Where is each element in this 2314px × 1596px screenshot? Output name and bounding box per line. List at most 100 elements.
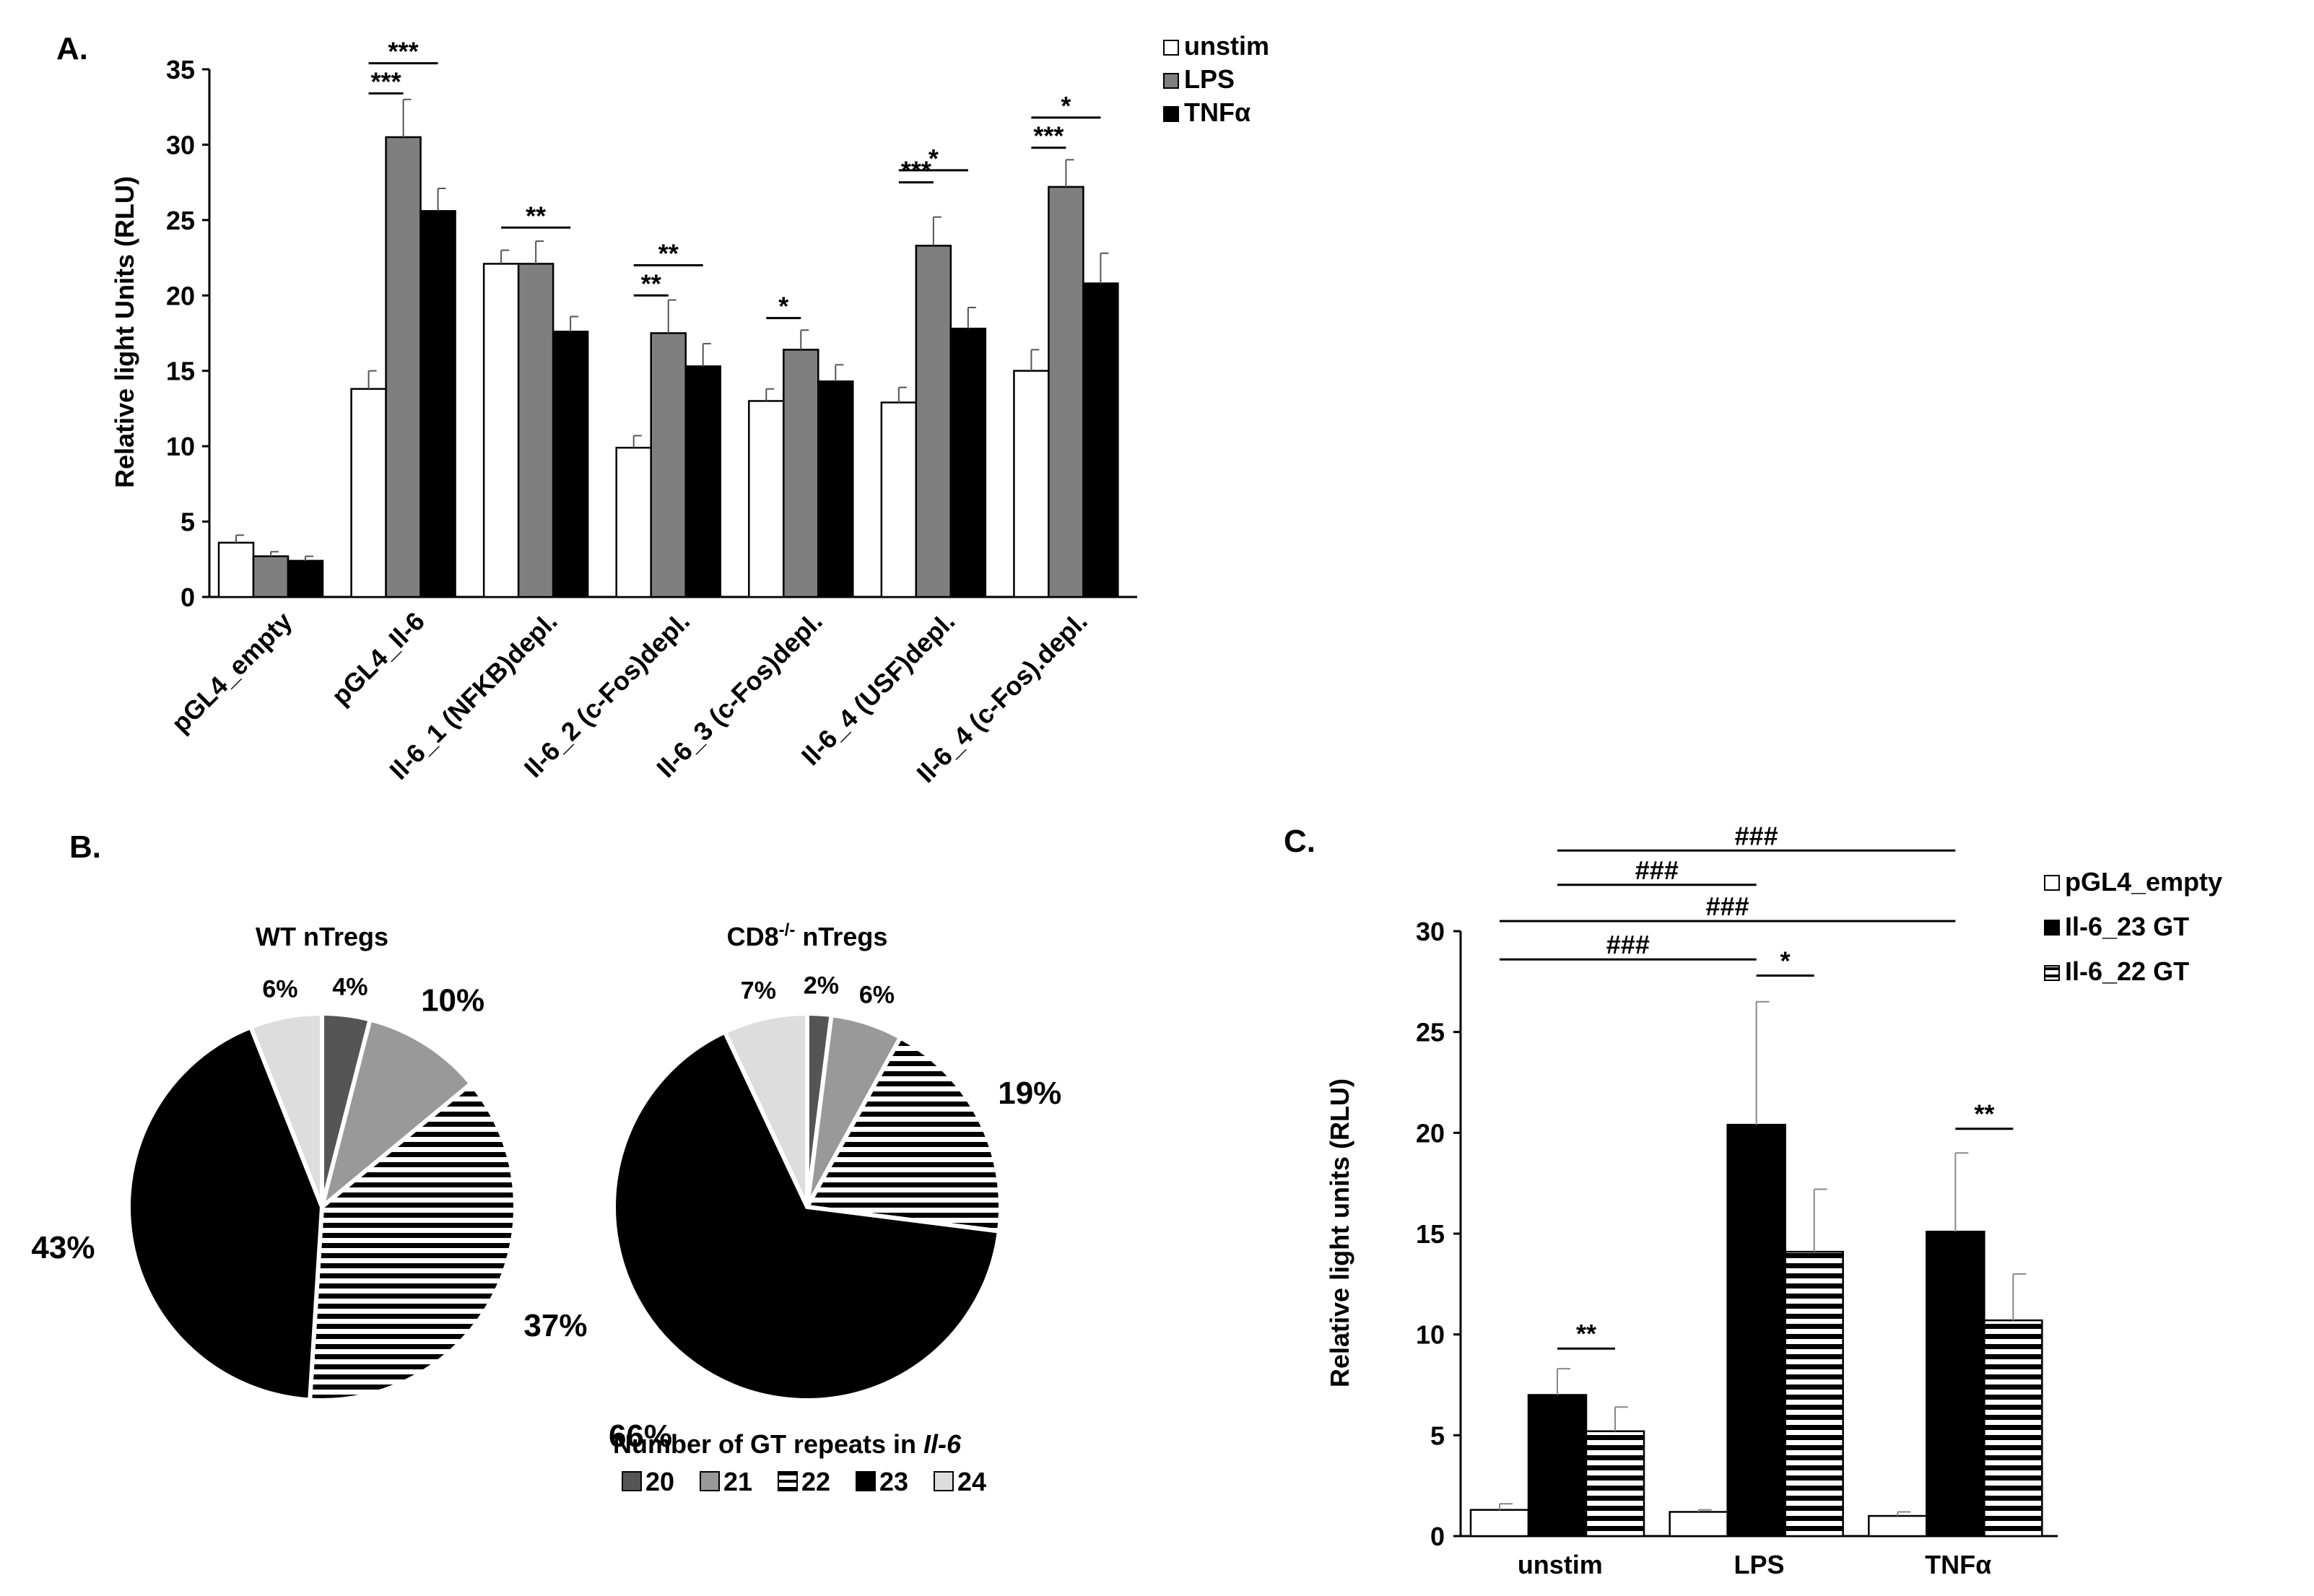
bar-il-6-22-gt-unstim bbox=[1585, 1430, 1645, 1538]
panel-c-significance-label-4: ### bbox=[1706, 891, 1749, 921]
panel-c-significance-label-0: ** bbox=[1576, 1319, 1596, 1348]
panel-c-significance-label-3: ### bbox=[1606, 930, 1650, 959]
pieWT-value-label-23: 43% bbox=[31, 1230, 95, 1265]
pieCD8-slice-23 bbox=[612, 1029, 1002, 1403]
pie-legend-label-23: 23 bbox=[879, 1467, 908, 1496]
legend-swatch-il6-22gt bbox=[2044, 965, 2060, 981]
pie-legend-label-20: 20 bbox=[645, 1467, 674, 1496]
pie-legend-swatch-23 bbox=[856, 1471, 876, 1491]
pieCD8-slice-24 bbox=[721, 1011, 809, 1208]
panel-a-ytick-label-25: 25 bbox=[166, 206, 195, 235]
legend-label-unstim: unstim bbox=[1184, 31, 1269, 61]
panel-c-significance-label-6: ### bbox=[1735, 821, 1778, 850]
panel-a-significance-label-0: *** bbox=[371, 66, 401, 96]
panel-a-legend: unstim LPS TNFα bbox=[1163, 31, 1269, 127]
bar-pgl4-empty-tnf bbox=[1868, 1514, 1928, 1538]
panel-label-c: C. bbox=[1284, 824, 1315, 859]
panel-a-ytick-label-10: 10 bbox=[166, 432, 195, 461]
pieWT-value-label-20: 4% bbox=[332, 973, 367, 1000]
bar-il-6-23-gt-tnf bbox=[1926, 1230, 1985, 1538]
legend-swatch-pgl4-empty bbox=[2044, 875, 2060, 891]
pieWT-value-label-24: 6% bbox=[262, 975, 297, 1003]
pieCD8-slice-22 bbox=[804, 1034, 1003, 1234]
legend-lps: LPS bbox=[1163, 64, 1235, 94]
panel-a-significance-label-8: *** bbox=[1033, 121, 1064, 151]
bar-tnf-pgl4-il-6 bbox=[419, 210, 456, 598]
bar-pgl4-empty-unstim bbox=[1469, 1509, 1530, 1538]
bar-unstim-il-6-4-usf-depl bbox=[880, 401, 918, 598]
bar-tnf-il-6-4-usf-depl bbox=[949, 327, 987, 598]
panel-a-significance-label-1: *** bbox=[388, 37, 419, 66]
legend-label-il6-23gt: Il-6_23 GT bbox=[2065, 912, 2189, 941]
bar-lps-pgl4-il-6 bbox=[385, 136, 422, 598]
pie-legend-label-21: 21 bbox=[723, 1467, 752, 1496]
bar-unstim-pgl4-il-6 bbox=[350, 388, 387, 598]
bar-lps-il-6-4-c-fos-depl bbox=[1048, 186, 1084, 598]
panel-c-ytick-label-20: 20 bbox=[1416, 1118, 1445, 1148]
pie-legend-swatch-20 bbox=[622, 1471, 642, 1491]
panel-c-ytick-label-25: 25 bbox=[1416, 1018, 1445, 1047]
panel-c-ytick-label-10: 10 bbox=[1416, 1320, 1445, 1350]
panel-a-ytick-label-0: 0 bbox=[180, 583, 195, 612]
pie-wt-ntregs: 4% 10% 37% 43% 6% bbox=[31, 973, 587, 1403]
legend-swatch-tnfa bbox=[1163, 106, 1179, 122]
pieWT-slice-21 bbox=[318, 1016, 474, 1213]
pieCD8-value-label-23: 66% bbox=[609, 1418, 672, 1454]
panel-c-significance-label-2: ** bbox=[1974, 1099, 1994, 1129]
bar-il-6-22-gt-lps bbox=[1784, 1250, 1844, 1538]
pie-cd8-title-rest: nTregs bbox=[795, 922, 887, 951]
pie-legend-label-24: 24 bbox=[957, 1467, 986, 1496]
panel-a-significance-label-5: * bbox=[778, 292, 788, 321]
pie-legend-swatch-21 bbox=[700, 1471, 720, 1491]
pieWT-value-label-22: 37% bbox=[523, 1308, 587, 1343]
pie-legend-title-gene: Il-6 bbox=[923, 1429, 962, 1459]
panel-a-ytick-label-35: 35 bbox=[166, 55, 195, 84]
pie-cd8-ntregs: 2% 6% 19% 66% 7% bbox=[609, 972, 1061, 1454]
bar-tnf-il-6-2-c-fos-depl bbox=[684, 365, 721, 598]
legend-label-il6-22gt: Il-6_22 GT bbox=[2065, 956, 2189, 986]
bar-pgl4-empty-lps bbox=[1669, 1511, 1728, 1538]
panel-c-xtick-label-lps: LPS bbox=[1734, 1550, 1784, 1579]
pie-legend-title: Number of GT repeats in Il-6 bbox=[613, 1429, 962, 1459]
panel-c-significance-label-5: ### bbox=[1635, 855, 1679, 885]
pieWT-slice-23 bbox=[126, 1024, 325, 1403]
panel-b-pie-charts: WT nTregs CD8-/- nTregs 4% 10% 37% 43% 6% 2%… bbox=[31, 920, 1061, 1496]
panel-a-xtick-label-pgl4-il-6: pGL4_Il-6 bbox=[326, 606, 430, 711]
bar-unstim-il-6-2-c-fos-depl bbox=[615, 446, 652, 598]
pie-legend-title-prefix: Number of GT repeats in bbox=[613, 1429, 923, 1459]
panel-a-xtick-label-pgl4-empty: pGL4_empty bbox=[165, 606, 297, 738]
bar-lps-pgl4-empty bbox=[252, 555, 290, 598]
panel-a-ytick-label-15: 15 bbox=[166, 357, 195, 386]
panel-a-significance-label-7: * bbox=[928, 144, 939, 173]
panel-c-significance-label-1: * bbox=[1780, 946, 1791, 975]
panel-c-xtick-label-tnf: TNFα bbox=[1925, 1550, 1991, 1579]
panel-a-ytick-label-20: 20 bbox=[166, 281, 195, 310]
panel-c-ytick-label-15: 15 bbox=[1416, 1219, 1445, 1249]
bar-lps-il-6-2-c-fos-depl bbox=[650, 332, 687, 598]
bar-tnf-il-6-4-c-fos-depl bbox=[1082, 282, 1119, 598]
bar-unstim-il-6-4-c-fos-depl bbox=[1013, 370, 1050, 598]
panel-a-significance-label-3: ** bbox=[641, 269, 661, 298]
legend-swatch-il6-23gt bbox=[2044, 920, 2060, 936]
panel-a-significance-label-4: ** bbox=[658, 239, 679, 269]
bar-unstim-pgl4-empty bbox=[217, 541, 255, 598]
legend-label-tnfa: TNFα bbox=[1184, 97, 1250, 127]
bar-tnf-pgl4-empty bbox=[287, 559, 324, 598]
panel-a-significance-label-9: * bbox=[1061, 91, 1071, 121]
pie-legend-swatch-24 bbox=[934, 1471, 954, 1491]
legend-swatch-lps bbox=[1163, 73, 1179, 89]
bar-tnf-il-6-3-c-fos-depl bbox=[817, 380, 854, 598]
panel-c-legend: pGL4_empty Il-6_23 GT Il-6_22 GT bbox=[2044, 867, 2222, 986]
bar-lps-il-6-1-nfkb-depl bbox=[517, 263, 554, 598]
legend-pgl4-empty: pGL4_empty bbox=[2044, 867, 2222, 897]
panel-c-ytick-label-5: 5 bbox=[1430, 1421, 1445, 1450]
pie-cd8-title-main: CD8 bbox=[727, 922, 779, 951]
pie-legend-label-22: 22 bbox=[801, 1467, 830, 1496]
panel-a-y-axis-label: Relative light Units (RLU) bbox=[110, 176, 139, 488]
panel-c-ytick-label-0: 0 bbox=[1430, 1522, 1445, 1551]
bar-il-6-22-gt-tnf bbox=[1983, 1319, 2043, 1538]
bar-lps-il-6-3-c-fos-depl bbox=[783, 349, 819, 598]
panel-c-xtick-label-unstim: unstim bbox=[1518, 1550, 1603, 1579]
bar-unstim-il-6-1-nfkb-depl bbox=[482, 263, 520, 598]
